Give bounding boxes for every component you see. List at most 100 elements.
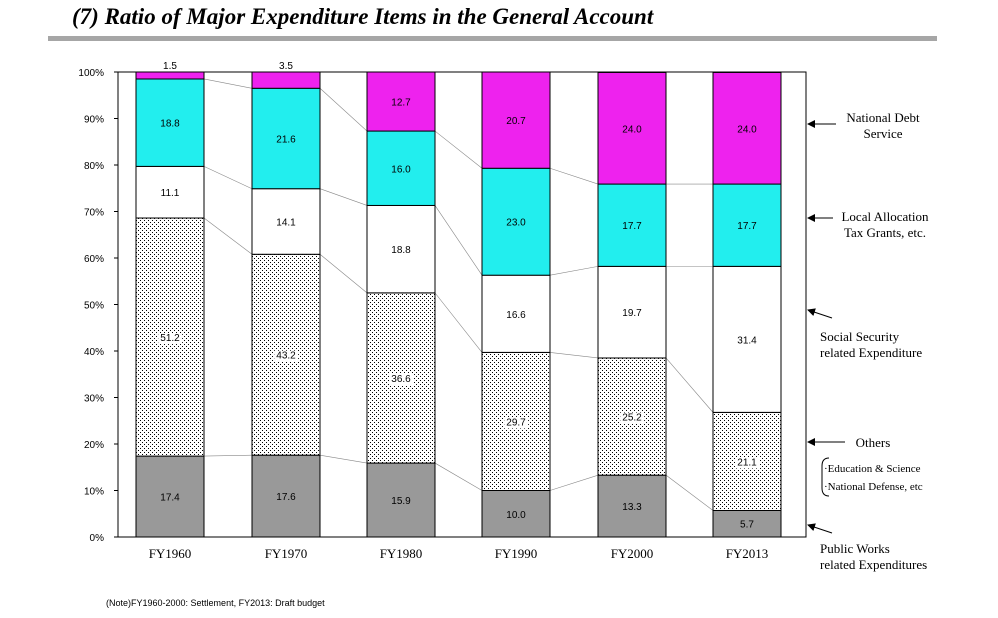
bar-segment-social_security xyxy=(366,204,436,294)
bar-segment-social_security xyxy=(481,274,551,353)
connector-line xyxy=(319,454,368,464)
bar-segment-public_works xyxy=(251,454,321,538)
bar-segment-national_debt xyxy=(135,71,205,80)
connector-line xyxy=(319,188,368,206)
data-label-local_allocation: 18.8 xyxy=(160,119,180,130)
data-label-others: 21.1 xyxy=(737,457,757,468)
y-tick-label: 60% xyxy=(84,254,104,265)
legend-label-national_debt: Service xyxy=(864,126,903,141)
legend-label-local_allocation: Tax Grants, etc. xyxy=(844,225,926,240)
data-label-social_security: 31.4 xyxy=(737,335,757,346)
y-tick-label: 30% xyxy=(84,394,104,405)
label-background xyxy=(158,333,183,345)
bar-segment-local_allocation xyxy=(366,130,436,206)
connector-line xyxy=(665,474,714,511)
connector-line xyxy=(434,462,483,491)
legend-arrow-public_works xyxy=(807,523,833,534)
bar-segment-national_debt xyxy=(366,71,436,132)
connector-line xyxy=(549,266,599,276)
data-label-others: 29.7 xyxy=(506,417,526,428)
connector-line xyxy=(319,254,368,294)
bar-segment-social_security xyxy=(712,265,782,413)
label-background xyxy=(504,417,529,429)
y-tick-label: 50% xyxy=(84,301,104,312)
legend-arrow-social_security xyxy=(807,308,833,319)
bar-segment-national_debt xyxy=(251,71,321,89)
title-divider xyxy=(48,36,937,41)
data-label-local_allocation: 17.7 xyxy=(737,221,757,232)
y-tick-label: 40% xyxy=(84,347,104,358)
bar-segment-social_security xyxy=(597,265,667,359)
data-label-national_debt: 24.0 xyxy=(622,124,642,135)
data-label-social_security: 18.8 xyxy=(391,245,411,256)
bar-segment-local_allocation xyxy=(597,183,667,267)
legend-label-others: Others xyxy=(856,435,891,450)
data-label-social_security: 14.1 xyxy=(276,217,296,228)
bar-segment-local_allocation xyxy=(135,78,205,167)
bar-segment-public_works xyxy=(712,509,782,538)
legend-label-public_works: Public Works xyxy=(820,541,890,556)
data-label-national_debt: 3.5 xyxy=(279,61,293,72)
bar-segment-national_debt xyxy=(481,71,551,169)
y-tick-label: 70% xyxy=(84,208,104,219)
data-label-national_debt: 1.5 xyxy=(163,61,177,72)
x-category-label: FY1990 xyxy=(495,546,538,561)
y-tick-label: 10% xyxy=(84,487,104,498)
others-breakdown-item: ·Education & Science xyxy=(824,463,921,475)
connector-line xyxy=(434,292,483,353)
data-label-social_security: 16.6 xyxy=(506,310,526,321)
label-background xyxy=(735,457,760,469)
label-background xyxy=(389,373,414,385)
connector-line xyxy=(665,357,714,413)
legend-label-national_debt: National Debt xyxy=(846,110,920,125)
label-background xyxy=(274,350,299,362)
data-label-local_allocation: 16.0 xyxy=(391,164,411,175)
data-label-public_works: 17.6 xyxy=(276,492,296,503)
data-label-public_works: 13.3 xyxy=(622,502,642,513)
y-tick-label: 90% xyxy=(84,115,104,126)
y-tick-label: 20% xyxy=(84,440,104,451)
connector-line xyxy=(549,352,599,359)
y-tick-label: 100% xyxy=(78,68,104,79)
x-category-label: FY1970 xyxy=(265,546,308,561)
data-label-others: 43.2 xyxy=(276,351,296,362)
legend-label-social_security: Social Security xyxy=(820,329,900,344)
data-label-public_works: 15.9 xyxy=(391,496,411,507)
data-label-others: 51.2 xyxy=(160,333,180,344)
data-label-social_security: 11.1 xyxy=(161,188,180,199)
bar-segment-national_debt xyxy=(597,71,667,185)
y-tick-label: 80% xyxy=(84,161,104,172)
bar-segment-local_allocation xyxy=(481,167,551,276)
data-label-local_allocation: 23.0 xyxy=(506,218,526,229)
bar-segment-public_works xyxy=(366,462,436,538)
data-label-national_debt: 12.7 xyxy=(391,98,411,109)
data-label-national_debt: 24.0 xyxy=(737,124,757,135)
others-breakdown-item: ·National Defense, etc xyxy=(824,481,923,493)
footnote: (Note)FY1960-2000: Settlement, FY2013: D… xyxy=(106,598,325,608)
legend-label-local_allocation: Local Allocation xyxy=(841,209,929,224)
data-label-others: 25.2 xyxy=(622,413,642,424)
x-category-label: FY2013 xyxy=(726,546,769,561)
y-tick-label: 0% xyxy=(90,533,105,544)
data-label-local_allocation: 17.7 xyxy=(622,221,642,232)
x-category-label: FY1960 xyxy=(149,546,192,561)
connector-line xyxy=(319,88,368,132)
data-label-public_works: 10.0 xyxy=(506,510,526,521)
legend-label-social_security: related Expenditure xyxy=(820,345,922,360)
connector-line xyxy=(203,166,253,189)
bar-segment-public_works xyxy=(597,474,667,538)
bar-segment-national_debt xyxy=(712,71,782,185)
label-background xyxy=(620,412,645,424)
data-label-public_works: 17.4 xyxy=(160,493,180,504)
bar-segment-social_security xyxy=(251,188,321,255)
connector-line xyxy=(203,78,253,89)
x-category-label: FY2000 xyxy=(611,546,654,561)
connector-line xyxy=(549,167,599,185)
connector-line xyxy=(549,474,599,491)
others-bracket xyxy=(821,457,830,497)
chart-title: (7) Ratio of Major Expenditure Items in … xyxy=(72,4,654,29)
data-label-local_allocation: 21.6 xyxy=(276,134,296,145)
connector-line xyxy=(434,130,483,169)
legend-label-public_works: related Expenditures xyxy=(820,557,927,572)
